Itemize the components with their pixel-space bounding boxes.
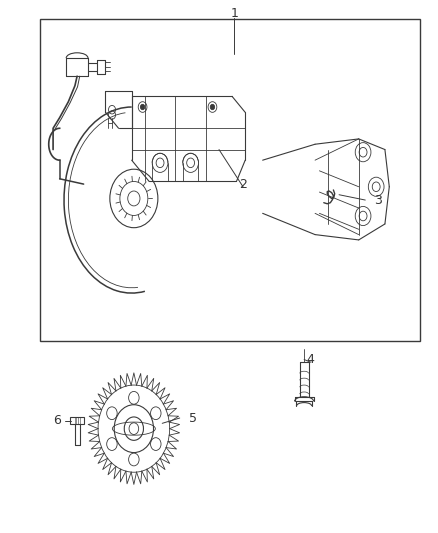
Circle shape xyxy=(210,104,215,110)
Text: 6: 6 xyxy=(53,414,61,427)
Circle shape xyxy=(141,104,145,110)
Text: 1: 1 xyxy=(230,7,238,20)
Bar xyxy=(70,417,84,424)
Text: 2: 2 xyxy=(239,177,247,191)
Text: 4: 4 xyxy=(307,353,314,366)
Text: 3: 3 xyxy=(374,193,382,207)
Circle shape xyxy=(129,423,139,434)
Bar xyxy=(40,19,420,341)
Text: 5: 5 xyxy=(189,411,197,424)
